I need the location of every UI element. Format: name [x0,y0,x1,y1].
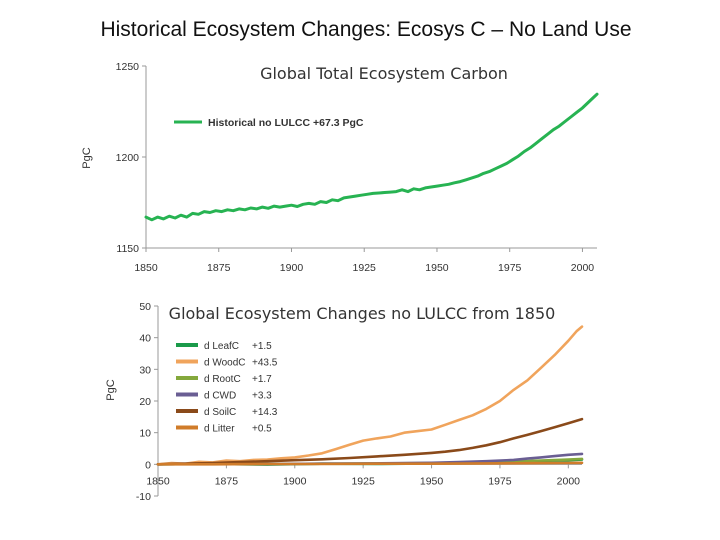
y-tick-label: 0 [145,459,151,471]
legend-entry-name: d SoilC [204,407,236,418]
y-tick-label: 1200 [116,152,140,164]
y-tick-label: 1250 [116,61,140,73]
legend-entry-value: +1.7 [252,374,272,385]
x-tick-label: 1850 [146,475,170,487]
chart-title: Global Ecosystem Changes no LULCC from 1… [169,304,556,323]
x-tick-label: 2000 [557,475,581,487]
legend-entry-name: d CWD [204,391,236,402]
legend-entry-value: +14.3 [252,407,278,418]
series-line-d-woodc [156,325,584,466]
slide-title: Historical Ecosystem Changes: Ecosys C –… [100,18,632,41]
y-axis-label: PgC [105,379,117,400]
x-tick-label: 1975 [488,475,512,487]
series-line-d-soilc [156,417,584,466]
y-tick-label: 10 [139,428,151,440]
legend-entry-value: +3.3 [252,391,272,402]
series-line-d-litter [156,461,584,466]
y-tick-label: 40 [139,333,151,345]
legend-entry-name: d LeafC [204,341,239,352]
x-tick-label: 1900 [280,262,304,274]
legend-entry-name: d RootC [204,374,241,385]
legend-entry-value: +43.5 [252,358,278,369]
x-tick-label: 1900 [283,475,307,487]
chart-title: Global Total Ecosystem Carbon [260,64,508,83]
legend-entry-name: d Litter [204,424,235,435]
x-tick-label: 2000 [571,262,595,274]
y-tick-label: 1150 [116,243,139,255]
x-tick-label: 1975 [498,262,522,274]
x-tick-label: 1950 [425,262,449,274]
y-axis-label: PgC [81,147,93,168]
chart-total-carbon: 1150 1200 1250 1850 1875 1900 1925 1950 1975 2000… [81,61,599,274]
legend-entry-value: +1.5 [252,341,272,352]
legend-entry-name: Historical no LULCC +67.3 PgC [208,117,364,129]
x-tick-label: 1925 [351,475,375,487]
chart-ecosystem-changes: -10 0 10 20 30 40 50 1850 1875 1900 1925 1950 1975 20… [105,301,584,503]
x-tick-label: 1925 [353,262,377,274]
legend-entry-name: d WoodC [204,358,246,369]
y-tick-label: 30 [139,364,151,376]
x-tick-label: 1950 [420,475,444,487]
x-tick-label: 1850 [134,262,158,274]
y-tick-label: 50 [139,301,151,313]
x-tick-label: 1875 [207,262,231,274]
x-tick-label: 1875 [215,475,239,487]
y-tick-label: -10 [136,491,151,503]
series-line-historical-no-lulcc-67-3-pgc [144,92,599,222]
y-tick-label: 20 [139,396,151,408]
legend-entry-value: +0.5 [252,424,272,435]
